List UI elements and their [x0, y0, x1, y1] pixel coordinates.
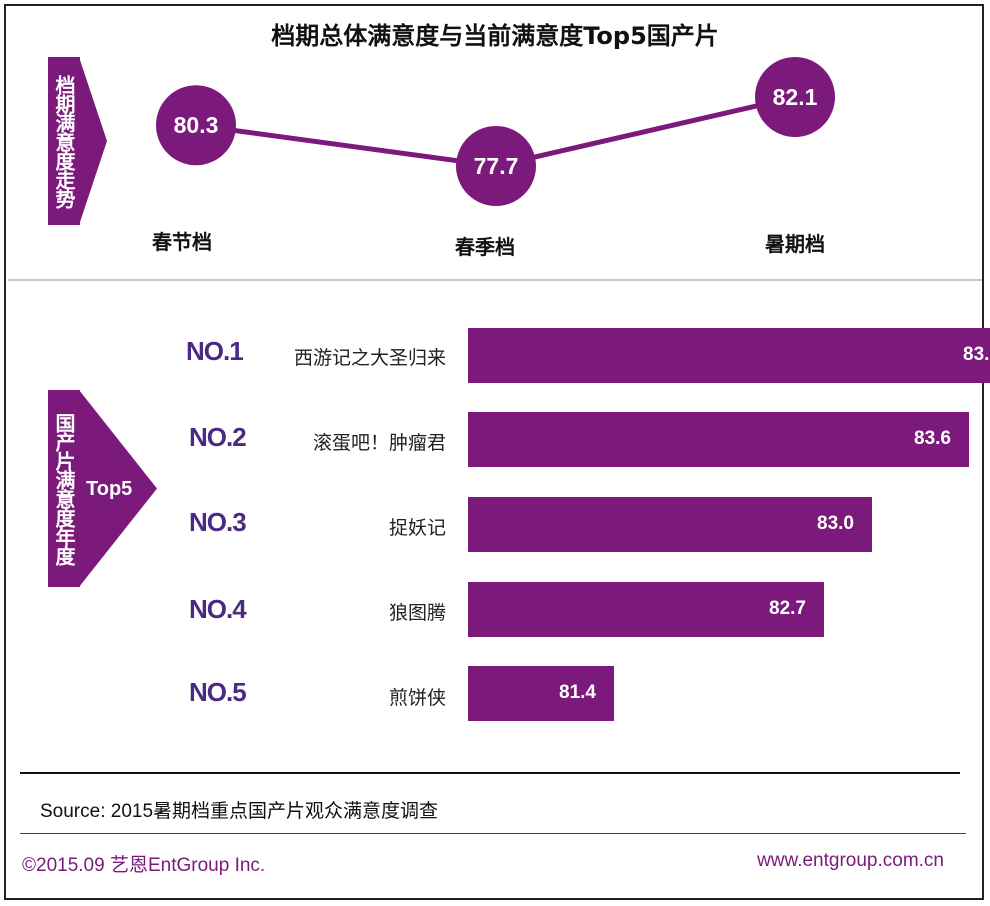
rank-label: NO.2 — [189, 422, 247, 452]
bar — [468, 666, 614, 721]
movie-title: 滚蛋吧！肿瘤君 — [312, 432, 446, 454]
bar-value-label: 83.9 — [963, 344, 990, 365]
trend-point — [755, 57, 835, 137]
trend-point-label: 80.3 — [174, 112, 219, 138]
bar-value-label: 82.7 — [769, 598, 806, 619]
bar — [468, 582, 824, 637]
bar-value-label: 81.4 — [559, 682, 596, 703]
rank-label: NO.5 — [189, 677, 247, 707]
bar-value-label: 83.0 — [817, 513, 854, 534]
rank-label: NO.1 — [186, 336, 244, 366]
rank-label: NO.3 — [189, 507, 247, 537]
source-rule — [20, 772, 960, 774]
bar — [468, 328, 990, 383]
movie-title: 狼图腾 — [388, 602, 446, 624]
section-divider — [8, 279, 982, 281]
trend-category-label: 暑期档 — [765, 232, 825, 256]
movie-title: 煎饼侠 — [388, 687, 446, 709]
trend-point — [156, 85, 236, 166]
rank-label: NO.4 — [189, 594, 247, 624]
copyright-text: ©2015.09 艺恩EntGroup Inc. — [22, 855, 266, 876]
top5-section-tab: 国产片满意度年度 — [48, 390, 80, 587]
satisfaction-trend-line-chart: 80.3 77.7 82.1 — [156, 57, 835, 206]
trend-category-label: 春节档 — [152, 230, 212, 254]
top5-tab-arrow — [79, 390, 157, 587]
chart-title: 档期总体满意度与当前满意度Top5国产片 — [271, 22, 719, 50]
movie-title: 西游记之大圣归来 — [293, 347, 446, 369]
trend-category-label: 春季档 — [455, 235, 515, 259]
trend-point-label: 77.7 — [474, 153, 519, 179]
top5-section-tab-label: 国产片满意度年度 — [52, 412, 76, 565]
trend-section-tab: 档期满意度走势 — [48, 57, 80, 225]
trend-tab-arrow — [79, 57, 107, 225]
bar — [468, 497, 872, 552]
footer-rule — [20, 833, 966, 834]
trend-section-tab-label: 档期满意度走势 — [52, 74, 76, 208]
trend-point — [456, 126, 536, 206]
trend-point-label: 82.1 — [773, 84, 818, 110]
bar — [468, 412, 969, 467]
website-link[interactable]: www.entgroup.com.cn — [757, 850, 944, 871]
source-note: Source: 2015暑期档重点国产片观众满意度调查 — [40, 801, 439, 822]
chart-frame — [4, 4, 984, 900]
bar-value-label: 83.6 — [914, 428, 951, 449]
movie-title: 捉妖记 — [388, 517, 446, 539]
top5-tab-extra: Top5 — [86, 478, 133, 500]
